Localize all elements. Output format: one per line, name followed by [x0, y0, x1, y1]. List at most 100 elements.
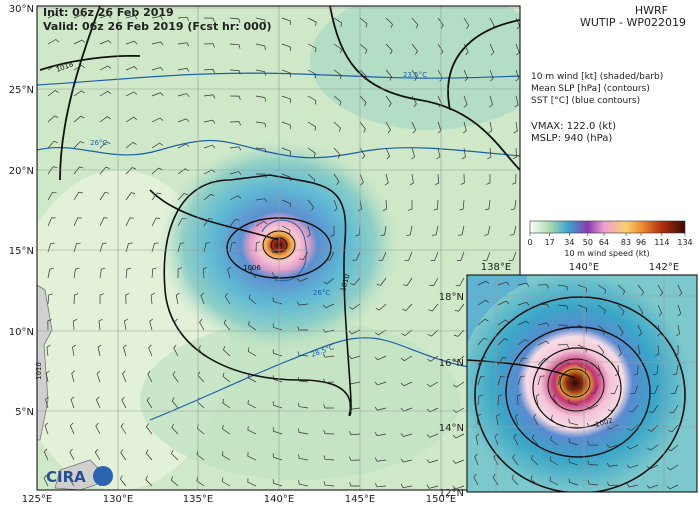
wind-barb [666, 464, 679, 471]
wind-barb [626, 483, 639, 488]
wind-barb [590, 384, 599, 394]
wind-barb [247, 399, 257, 409]
wind-barb [125, 242, 133, 253]
wind-barb [99, 40, 112, 45]
lat-label: 14°N [439, 423, 464, 434]
wind-barb [203, 242, 211, 253]
wind-barb [606, 444, 619, 448]
wind-barb [151, 16, 164, 20]
wind-barb [71, 370, 76, 383]
wind-barb [125, 192, 136, 201]
map-frame [36, 5, 521, 491]
wind-barb [43, 448, 49, 461]
wind-barb [427, 329, 439, 337]
wind-barb [672, 364, 679, 376]
wind-barb [281, 147, 291, 156]
wind-barb [348, 380, 361, 385]
wind-barb [349, 456, 361, 461]
wind-barb [73, 14, 86, 19]
wind-barb [452, 459, 465, 464]
wind-barb [462, 121, 467, 134]
wind-barb [549, 476, 559, 486]
wind-barb [474, 453, 479, 466]
wind-barb [463, 17, 470, 30]
wind-barb [298, 454, 309, 461]
wind-barb [348, 355, 361, 360]
wind-barb [483, 225, 491, 236]
wind-barb [297, 326, 308, 331]
wind-barb [437, 95, 443, 108]
wind-barb [510, 199, 517, 211]
wind-barb [47, 217, 56, 227]
colorbar-tick-label: 17 [545, 238, 555, 247]
wind-barb [174, 318, 179, 331]
wind-barb [411, 43, 418, 55]
legend-item: 10 m wind [kt] (shaded/barb) [531, 72, 663, 82]
wind-barb [229, 69, 241, 75]
wind-barb [198, 345, 205, 357]
slp-contour [474, 296, 686, 492]
wind-barb [99, 192, 109, 201]
wind-barb [650, 384, 659, 394]
wind-barb [307, 199, 315, 211]
wind-barb [385, 147, 391, 160]
wind-barb [299, 251, 309, 260]
wind-barb [333, 17, 342, 27]
wind-barb [614, 364, 619, 377]
wind-barb [47, 191, 57, 201]
wind-barb [489, 17, 495, 30]
slp-contour [559, 368, 591, 398]
wind-barb [222, 398, 231, 409]
lat-label: 12°N [439, 488, 464, 499]
wind-barb [247, 373, 257, 383]
wind-barb [349, 303, 361, 310]
wind-barb [151, 117, 164, 123]
wind-barb [411, 95, 417, 108]
wind-barb [473, 473, 479, 486]
wind-barb [477, 356, 487, 366]
wind-barb [587, 460, 599, 466]
inset-frame [466, 274, 698, 493]
wind-barb [125, 15, 138, 20]
grid [467, 275, 697, 492]
wind-barb [488, 121, 493, 134]
wind-barb [124, 318, 128, 331]
wind-barb [125, 116, 138, 123]
wind-barb [667, 444, 679, 452]
wind-barb [670, 384, 679, 394]
wind-barb [177, 16, 190, 21]
wind-barb [197, 397, 205, 409]
lat-label: 20°N [9, 166, 34, 177]
wind-barb [247, 347, 257, 357]
wind-barb [73, 64, 86, 71]
wind-barb [408, 200, 413, 211]
wind-barb [636, 344, 641, 357]
wind-barb [455, 277, 465, 287]
wind-barb [223, 319, 231, 331]
wind-barb [677, 304, 682, 317]
wind-barb [633, 364, 639, 376]
wind-barb [489, 69, 494, 82]
wind-barb [333, 121, 342, 132]
wind-barb [586, 422, 599, 427]
wind-barb [617, 324, 624, 336]
colorbar-tick-label: 64 [599, 238, 609, 247]
wind-barb [432, 225, 439, 236]
wind-barb [530, 475, 539, 486]
wind-barb [333, 173, 340, 186]
wind-barb [323, 404, 334, 409]
wind-barb [47, 64, 59, 71]
wind-barb [125, 167, 137, 175]
wind-barb [460, 173, 465, 185]
lon-label: 140°E [264, 494, 294, 505]
wind-barb [628, 404, 639, 413]
wind-barb [47, 242, 55, 253]
wind-barb [70, 396, 75, 409]
wind-barb [229, 146, 242, 151]
wind-barb [175, 292, 180, 305]
wind-barb [374, 329, 387, 336]
wind-barb [463, 43, 469, 56]
colorbar-tick-label: 34 [564, 238, 574, 247]
wind-barb [597, 304, 606, 315]
sst-contour [37, 139, 520, 159]
